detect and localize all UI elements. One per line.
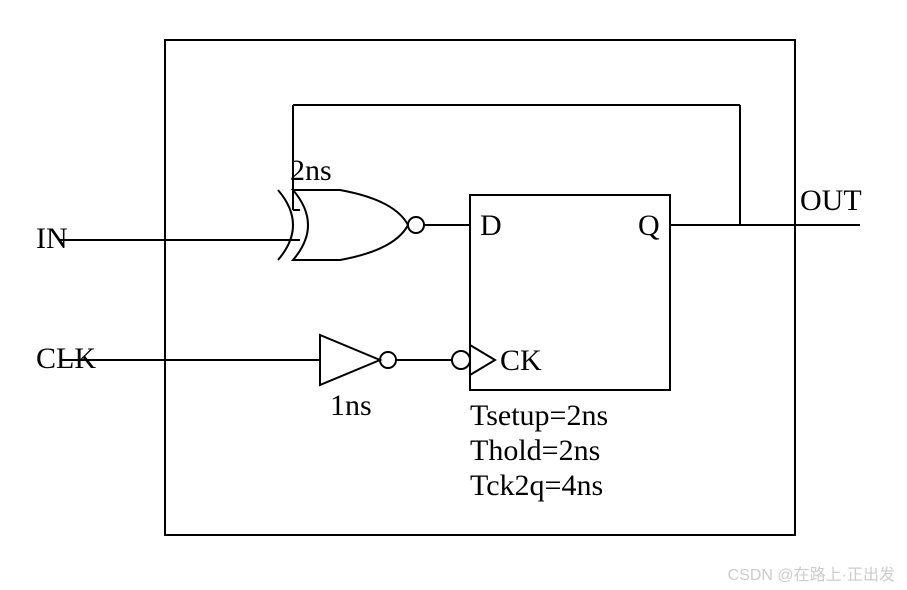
xnor-gate <box>278 190 424 260</box>
ck-bubble <box>452 351 470 369</box>
out-label: OUT <box>800 184 862 217</box>
ck-pin-label: CK <box>500 344 542 377</box>
q-pin-label: Q <box>638 209 660 242</box>
tck2q-label: Tck2q=4ns <box>470 469 603 502</box>
tsetup-label: Tsetup=2ns <box>470 399 608 432</box>
ck-triangle <box>470 345 495 375</box>
clk-label: CLK <box>36 342 96 375</box>
watermark: CSDN @在路上·正出发 <box>728 566 895 584</box>
xnor-delay-label: 2ns <box>290 154 332 187</box>
thold-label: Thold=2ns <box>470 434 600 467</box>
inverter-gate <box>320 335 396 385</box>
inverter-delay-label: 1ns <box>330 389 372 422</box>
feedback-wire <box>293 105 740 225</box>
d-pin-label: D <box>480 209 502 242</box>
in-label: IN <box>36 222 68 255</box>
circuit-diagram: IN CLK 1ns 2ns D Q CK Tsetup=2ns Thold=2… <box>0 0 907 590</box>
